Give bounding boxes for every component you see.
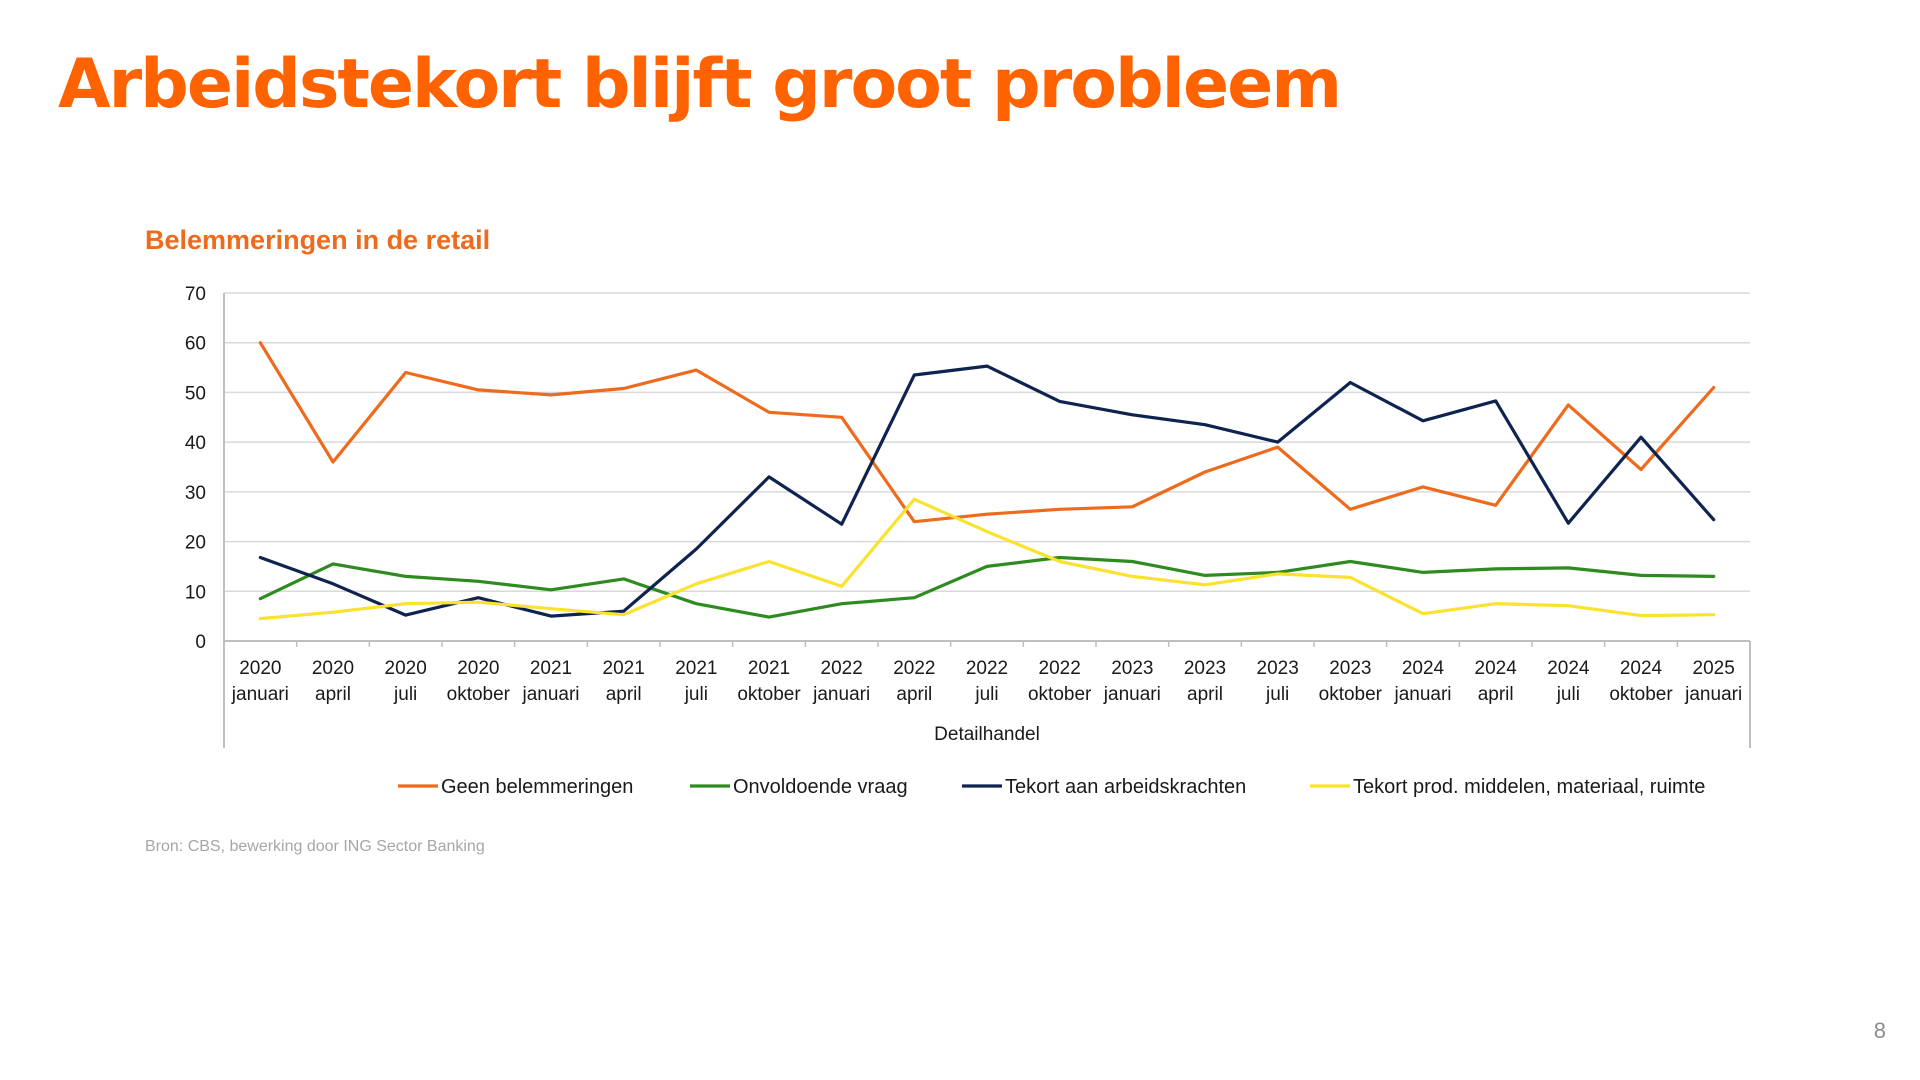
y-tick-label: 0: [195, 632, 206, 653]
x-tick-label-month: juli: [1265, 684, 1289, 705]
x-tick-label-month: januari: [1684, 684, 1742, 705]
x-tick-label-year: 2023: [1184, 658, 1226, 679]
legend: Geen belemmeringen Onvoldoende vraag Tekor…: [398, 776, 1705, 798]
x-tick-label-month: januari: [1103, 684, 1161, 705]
x-tick-label-year: 2021: [675, 658, 717, 679]
y-tick-label: 10: [185, 582, 206, 603]
x-tick-label-year: 2020: [385, 658, 427, 679]
x-tick-label-month: oktober: [447, 684, 511, 705]
x-tick-label-year: 2024: [1475, 658, 1518, 679]
x-tick-label-year: 2020: [312, 658, 354, 679]
series-line-3: [258, 497, 1716, 621]
x-tick-label-month: april: [896, 684, 932, 705]
legend-label-0: Geen belemmeringen: [441, 776, 633, 798]
x-tick-label-year: 2024: [1620, 658, 1663, 679]
x-axis-label: Detailhandel: [934, 724, 1040, 745]
gridlines: [224, 292, 1750, 593]
x-tick-label-year: 2023: [1111, 658, 1153, 679]
page-number: 8: [1873, 1018, 1886, 1043]
x-tick-label-month: januari: [1393, 684, 1451, 705]
x-tick-label-year: 2021: [530, 658, 572, 679]
x-tick-label-month: juli: [974, 684, 998, 705]
x-tick-label-month: januari: [231, 684, 289, 705]
legend-label-2: Tekort aan arbeidskrachten: [1005, 776, 1246, 798]
legend-label-3: Tekort prod. middelen, materiaal, ruimte: [1353, 776, 1705, 798]
x-tick-label-month: juli: [684, 684, 708, 705]
legend-label-1: Onvoldoende vraag: [733, 776, 908, 798]
x-tick-label-month: oktober: [1319, 684, 1383, 705]
x-tick-label-month: juli: [393, 684, 417, 705]
x-tick-label-year: 2022: [1039, 658, 1081, 679]
series-line-2: [258, 364, 1716, 618]
series-line-0: [258, 341, 1716, 524]
series-lines: [258, 341, 1716, 621]
slide-title: Arbeidstekort blijft groot probleem: [58, 45, 1342, 124]
x-tick-label-month: oktober: [737, 684, 801, 705]
y-tick-label: 50: [185, 383, 206, 404]
y-tick-label: 30: [185, 483, 206, 504]
x-tick-label-month: oktober: [1609, 684, 1673, 705]
x-tick-label-year: 2024: [1402, 658, 1445, 679]
x-tick-label-year: 2021: [603, 658, 645, 679]
axes: 0 10 20 30 40 50 60 70 2020 januari 2020 april 2020 j…: [185, 284, 1751, 748]
x-tick-label-month: januari: [812, 684, 870, 705]
x-tick-label-month: april: [1478, 684, 1514, 705]
x-tick-label-year: 2022: [821, 658, 863, 679]
chart-title: Belemmeringen in de retail: [145, 225, 491, 255]
x-tick-label-year: 2020: [457, 658, 499, 679]
x-tick-label-year: 2020: [239, 658, 281, 679]
y-tick-label: 20: [185, 533, 206, 554]
x-tick-label-year: 2024: [1547, 658, 1590, 679]
y-tick-label: 70: [185, 284, 206, 305]
source-note: Bron: CBS, bewerking door ING Sector Ban…: [145, 838, 485, 855]
x-tick-label-month: april: [606, 684, 642, 705]
x-tick-label-month: april: [1187, 684, 1223, 705]
x-tick-label-year: 2022: [966, 658, 1008, 679]
x-tick-label-year: 2021: [748, 658, 790, 679]
x-tick-label-year: 2023: [1329, 658, 1371, 679]
x-tick-label-month: januari: [521, 684, 579, 705]
x-tick-label-month: oktober: [1028, 684, 1092, 705]
x-tick-label-year: 2025: [1693, 658, 1735, 679]
series-line-1: [258, 555, 1716, 619]
x-tick-label-month: juli: [1556, 684, 1580, 705]
x-tick-label-year: 2022: [893, 658, 935, 679]
x-tick-label-month: april: [315, 684, 351, 705]
y-tick-label: 60: [185, 334, 206, 355]
y-tick-label: 40: [185, 433, 206, 454]
x-tick-label-year: 2023: [1257, 658, 1299, 679]
